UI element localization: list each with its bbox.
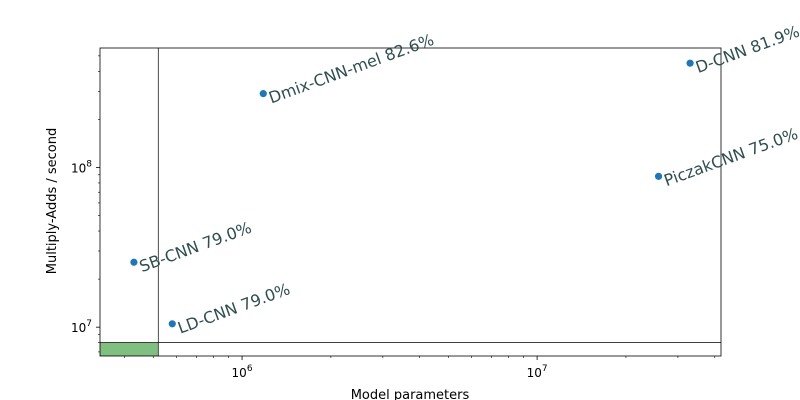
x-tick-label: 106 <box>232 364 253 380</box>
point-annotation: SB-CNN 79.0% <box>137 218 254 276</box>
point-annotation: D-CNN 81.9% <box>693 22 800 77</box>
data-point <box>686 59 694 67</box>
data-point <box>130 258 138 266</box>
feasible-region <box>100 342 159 356</box>
plot-frame <box>99 47 722 357</box>
x-tick-label: 107 <box>527 364 548 380</box>
y-tick-label: 108 <box>71 159 92 175</box>
point-annotation: PiczakCNN 75.0% <box>661 124 800 190</box>
data-point <box>654 172 663 180</box>
point-annotation: LD-CNN 79.0% <box>175 279 292 337</box>
x-axis-label: Model parameters <box>351 388 470 400</box>
data-point <box>259 90 267 98</box>
y-tick-label: 107 <box>71 319 92 335</box>
point-annotation: Dmix-CNN-mel 82.6% <box>266 30 436 107</box>
y-axis-label: Multiply-Adds / second <box>45 128 60 274</box>
plot-area: 106 107 107 108 SB-CNN 79.0%LD-CNN 79.0% Dmix… <box>71 22 800 380</box>
data-point <box>168 320 176 328</box>
